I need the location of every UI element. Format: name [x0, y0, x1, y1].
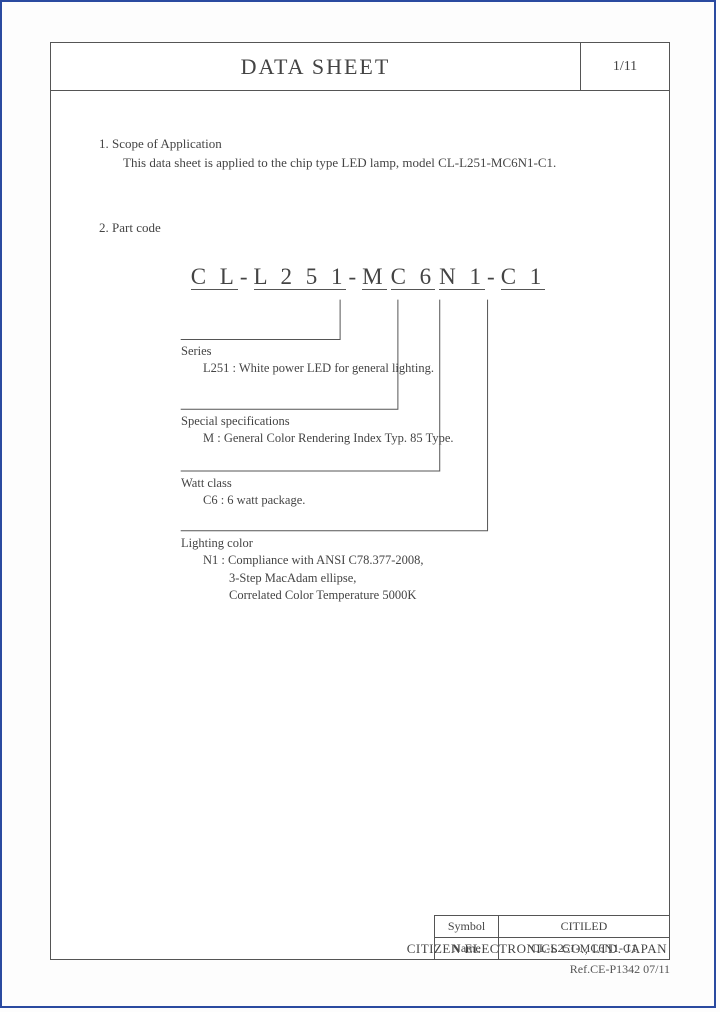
- figurebox-row-symbol: Symbol CITILED: [435, 916, 669, 938]
- partcode-display: C L-L 2 5 1-MC 6N 1-C 1: [99, 260, 637, 293]
- anno-watt-desc: C6 : 6 watt package.: [203, 492, 305, 510]
- partcode-seg-c6: C 6: [391, 265, 436, 290]
- partcode-seg-series: L 2 5 1: [254, 265, 347, 290]
- anno-lighting: Lighting color N1 : Compliance with ANSI…: [181, 535, 423, 605]
- page-number: 1/11: [581, 43, 669, 90]
- figurebox-symbol-value: CITILED: [499, 916, 669, 938]
- anno-lighting-label: Lighting color: [181, 535, 423, 553]
- anno-series: Series L251 : White power LED for genera…: [181, 343, 434, 378]
- partcode-seg-cl: C L: [191, 265, 238, 290]
- anno-lighting-desc1: N1 : Compliance with ANSI C78.377-2008,: [203, 552, 423, 570]
- page-frame: DATA SHEET 1/11 1. Scope of Application …: [50, 42, 670, 960]
- anno-series-desc: L251 : White power LED for general light…: [203, 360, 434, 378]
- footer-ref: Ref.CE-P1342 07/11: [50, 962, 670, 977]
- section-partcode: 2. Part code C L-L 2 5 1-MC 6N 1-C 1: [99, 219, 637, 659]
- header-row: DATA SHEET 1/11: [51, 43, 669, 91]
- anno-special: Special specifications M : General Color…: [181, 413, 454, 448]
- section-scope: 1. Scope of Application This data sheet …: [99, 135, 637, 173]
- partcode-seg-m: M: [362, 265, 386, 290]
- partcode-seg-n1: N 1: [439, 265, 485, 290]
- anno-lighting-desc2: 3-Step MacAdam ellipse,: [229, 570, 423, 588]
- figurebox-symbol-label: Symbol: [435, 916, 499, 938]
- section1-title: 1. Scope of Application: [99, 135, 637, 154]
- section2-title: 2. Part code: [99, 219, 637, 238]
- partcode-seg-c1: C 1: [501, 265, 546, 290]
- doc-title: DATA SHEET: [51, 43, 581, 90]
- section1-body: This data sheet is applied to the chip t…: [123, 154, 637, 173]
- anno-special-label: Special specifications: [181, 413, 454, 431]
- partcode-diagram: Series L251 : White power LED for genera…: [99, 299, 637, 659]
- anno-series-label: Series: [181, 343, 434, 361]
- anno-special-desc: M : General Color Rendering Index Typ. 8…: [203, 430, 454, 448]
- anno-lighting-desc3: Correlated Color Temperature 5000K: [229, 587, 423, 605]
- body-area: 1. Scope of Application This data sheet …: [51, 91, 669, 659]
- anno-watt-label: Watt class: [181, 475, 305, 493]
- footer-company: CITIZEN ELECTRONICS CO., LTD. JAPAN: [407, 941, 667, 957]
- anno-watt: Watt class C6 : 6 watt package.: [181, 475, 305, 510]
